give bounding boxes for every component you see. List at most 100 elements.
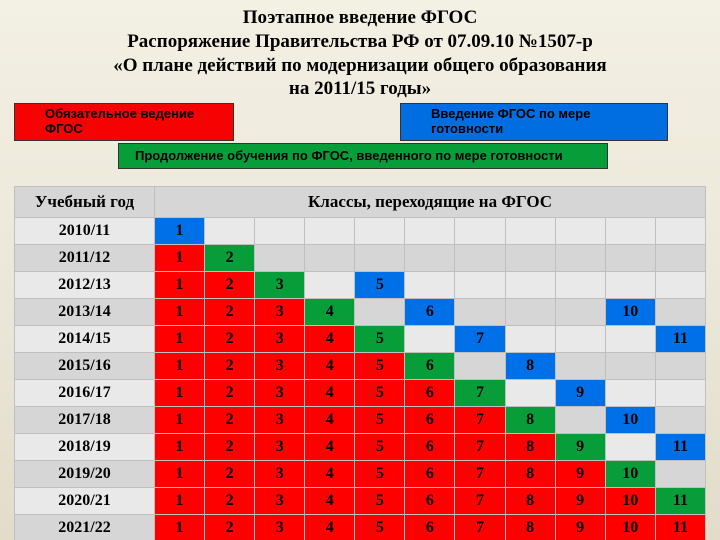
class-cell: 9 [555, 461, 605, 488]
header-classes: Классы, переходящие на ФГОС [155, 187, 706, 218]
class-cell [555, 245, 605, 272]
class-cell: 11 [655, 515, 705, 540]
class-cell [505, 272, 555, 299]
year-cell: 2015/16 [15, 353, 155, 380]
class-cell: 3 [255, 299, 305, 326]
class-cell: 8 [505, 434, 555, 461]
class-cell [405, 272, 455, 299]
class-cell: 10 [605, 461, 655, 488]
class-cell: 5 [355, 461, 405, 488]
class-cell: 11 [655, 326, 705, 353]
class-cell: 6 [405, 515, 455, 540]
class-cell: 6 [405, 461, 455, 488]
class-cell: 5 [355, 380, 405, 407]
class-cell: 2 [205, 299, 255, 326]
class-cell: 1 [155, 218, 205, 245]
class-cell: 5 [355, 326, 405, 353]
fgos-table: Учебный год Классы, переходящие на ФГОС … [14, 186, 706, 540]
class-cell [455, 218, 505, 245]
class-cell [555, 326, 605, 353]
class-cell: 1 [155, 461, 205, 488]
class-cell [505, 245, 555, 272]
table-header-row: Учебный год Классы, переходящие на ФГОС [15, 187, 706, 218]
class-cell [355, 299, 405, 326]
class-cell [455, 272, 505, 299]
year-cell: 2021/22 [15, 515, 155, 540]
year-cell: 2013/14 [15, 299, 155, 326]
year-cell: 2010/11 [15, 218, 155, 245]
class-cell [655, 272, 705, 299]
class-cell: 3 [255, 488, 305, 515]
class-cell [555, 299, 605, 326]
class-cell [655, 380, 705, 407]
class-cell [605, 245, 655, 272]
table-row: 2014/1512345711 [15, 326, 706, 353]
class-cell: 5 [355, 434, 405, 461]
title-line-4: на 2011/15 годы» [289, 78, 431, 99]
class-cell: 10 [605, 488, 655, 515]
class-cell: 2 [205, 353, 255, 380]
class-cell: 4 [305, 299, 355, 326]
table-body: 2010/1112011/12122012/1312352013/1412346… [15, 218, 706, 540]
class-cell: 8 [505, 461, 555, 488]
class-cell: 4 [305, 326, 355, 353]
class-cell: 1 [155, 299, 205, 326]
class-cell [605, 218, 655, 245]
table-row: 2013/141234610 [15, 299, 706, 326]
class-cell: 4 [305, 515, 355, 540]
class-cell [455, 299, 505, 326]
class-cell: 2 [205, 488, 255, 515]
class-cell [255, 218, 305, 245]
class-cell [555, 407, 605, 434]
year-cell: 2019/20 [15, 461, 155, 488]
table-row: 2012/131235 [15, 272, 706, 299]
legend-on-readiness: Введение ФГОС по мере готовности [400, 103, 668, 141]
class-cell [255, 245, 305, 272]
class-cell: 8 [505, 515, 555, 540]
class-cell [405, 245, 455, 272]
fgos-table-wrap: Учебный год Классы, переходящие на ФГОС … [14, 186, 706, 532]
class-cell: 3 [255, 515, 305, 540]
table-row: 2020/211234567891011 [15, 488, 706, 515]
table-row: 2011/1212 [15, 245, 706, 272]
class-cell: 3 [255, 380, 305, 407]
class-cell: 6 [405, 299, 455, 326]
class-cell [655, 299, 705, 326]
class-cell [605, 353, 655, 380]
class-cell: 8 [505, 488, 555, 515]
class-cell [505, 218, 555, 245]
class-cell [305, 245, 355, 272]
class-cell: 7 [455, 407, 505, 434]
class-cell: 1 [155, 245, 205, 272]
class-cell: 1 [155, 434, 205, 461]
class-cell: 11 [655, 488, 705, 515]
table-row: 2015/161234568 [15, 353, 706, 380]
class-cell [505, 326, 555, 353]
class-cell: 3 [255, 326, 305, 353]
class-cell: 1 [155, 488, 205, 515]
class-cell: 7 [455, 488, 505, 515]
class-cell: 1 [155, 515, 205, 540]
class-cell: 3 [255, 461, 305, 488]
class-cell: 5 [355, 407, 405, 434]
year-cell: 2011/12 [15, 245, 155, 272]
class-cell [655, 353, 705, 380]
title-line-2: Распоряжение Правительства РФ от 07.09.1… [127, 31, 593, 52]
table-row: 2018/1912345678911 [15, 434, 706, 461]
year-cell: 2020/21 [15, 488, 155, 515]
class-cell: 1 [155, 407, 205, 434]
class-cell: 2 [205, 434, 255, 461]
class-cell: 5 [355, 353, 405, 380]
class-cell: 11 [655, 434, 705, 461]
year-cell: 2017/18 [15, 407, 155, 434]
class-cell: 5 [355, 515, 405, 540]
class-cell: 4 [305, 434, 355, 461]
year-cell: 2016/17 [15, 380, 155, 407]
class-cell: 5 [355, 488, 405, 515]
class-cell: 9 [555, 488, 605, 515]
class-cell: 3 [255, 272, 305, 299]
legend-continuation: Продолжение обучения по ФГОС, введенного… [118, 143, 608, 169]
class-cell: 9 [555, 515, 605, 540]
class-cell [555, 272, 605, 299]
table-row: 2021/221234567891011 [15, 515, 706, 540]
